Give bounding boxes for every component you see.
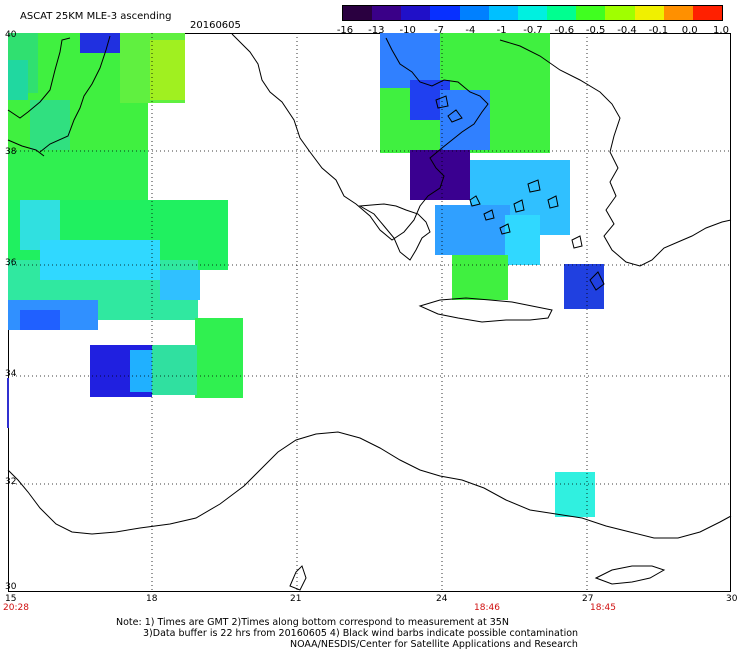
italy-coast — [7, 35, 111, 157]
lon-label-24: 24 — [436, 594, 448, 604]
wind-speed-cell — [505, 215, 540, 265]
wind-speed-cell — [20, 310, 60, 330]
north-africa-coast — [7, 431, 732, 539]
wind-speed-cell — [435, 205, 510, 255]
lat-label-38: 38 — [5, 147, 17, 157]
color-scale-tick-label: -1 — [496, 25, 507, 36]
peloponnese-coast — [358, 203, 431, 261]
color-scale-tick-label: -0.5 — [585, 25, 606, 36]
wind-speed-cell — [8, 60, 28, 100]
wind-speed-cell — [160, 270, 200, 300]
lon-label-27: 27 — [582, 594, 594, 604]
note-line-1: Note: 1) Times are GMT 2)Times along bot… — [116, 617, 509, 628]
color-scale-tick-label: -16 — [336, 25, 354, 36]
color-scale-tick-label: -4 — [465, 25, 476, 36]
wind-speed-cells — [7, 33, 604, 517]
color-scale-tick-label: 0.0 — [681, 25, 698, 36]
wind-speed-cell — [195, 318, 243, 398]
wind-speed-cell — [152, 345, 197, 395]
lat-label-30: 30 — [5, 582, 17, 592]
color-scale-tick-label: 1.0 — [713, 25, 729, 36]
color-scale-tick-label: -0.6 — [554, 25, 575, 36]
lon-label-21: 21 — [290, 594, 302, 604]
color-scale-tick-label: -0.7 — [523, 25, 543, 36]
chart-date: 20160605 — [190, 20, 241, 31]
small-island-bottom — [289, 565, 307, 591]
time-label-left: 20:28 — [3, 603, 29, 613]
wind-speed-cell — [130, 350, 152, 392]
color-scale-swatch — [401, 6, 431, 20]
aegean-islands — [435, 95, 605, 291]
color-scale-bar — [342, 5, 723, 21]
wind-speed-cell — [40, 240, 160, 280]
chart-title: ASCAT 25KM MLE-3 ascending — [20, 11, 172, 22]
color-scale-tick-label: -0.1 — [648, 25, 669, 36]
wind-speed-cell — [150, 40, 185, 100]
color-scale-swatch — [343, 6, 373, 20]
color-scale-tick-label: -10 — [399, 25, 416, 36]
wind-speed-cell — [452, 255, 508, 300]
coastline-outline — [7, 33, 732, 591]
map-gridlines — [8, 33, 731, 592]
lat-label-36: 36 — [5, 258, 17, 268]
wind-speed-cell — [564, 264, 604, 309]
color-scale-swatch — [605, 6, 635, 20]
color-scale-tick-label: -7 — [434, 25, 444, 36]
time-label-right: 18:45 — [590, 603, 616, 613]
color-scale-tick-label: -0.4 — [617, 25, 637, 36]
wind-speed-cell — [80, 33, 120, 53]
color-scale-swatch — [547, 6, 577, 20]
color-scale-swatch — [488, 6, 518, 20]
color-scale-swatch — [430, 6, 460, 20]
color-scale-tick-label: -13 — [368, 25, 385, 36]
color-scale-swatch — [459, 6, 489, 20]
color-scale-swatch — [576, 6, 606, 20]
wind-speed-cell — [380, 33, 440, 88]
lon-label-30: 30 — [726, 594, 738, 604]
note-line-2: 3)Data buffer is 22 hrs from 20160605 4)… — [143, 628, 579, 639]
turkey-coast — [499, 39, 732, 267]
lon-label-15: 15 — [5, 594, 17, 604]
cyprus-coast — [594, 565, 666, 585]
color-scale-swatch — [663, 6, 693, 20]
time-label-mid: 18:46 — [474, 603, 500, 613]
color-scale-swatch — [372, 6, 402, 20]
lat-label-34: 34 — [5, 369, 17, 379]
lat-label-40: 40 — [5, 30, 17, 40]
note-line-3: NOAA/NESDIS/Center for Satellite Applica… — [290, 639, 578, 650]
color-scale-swatch — [692, 6, 722, 20]
wind-speed-cell — [410, 150, 470, 200]
lat-label-32: 32 — [5, 477, 17, 487]
color-scale-swatch — [517, 6, 548, 20]
wind-speed-cell — [440, 90, 490, 150]
greece-coast — [231, 33, 489, 241]
wind-speed-cell — [555, 472, 595, 517]
lon-label-18: 18 — [146, 594, 158, 604]
color-scale-swatch — [634, 6, 664, 20]
wind-speed-cell — [30, 100, 70, 150]
crete-coast — [418, 297, 553, 323]
